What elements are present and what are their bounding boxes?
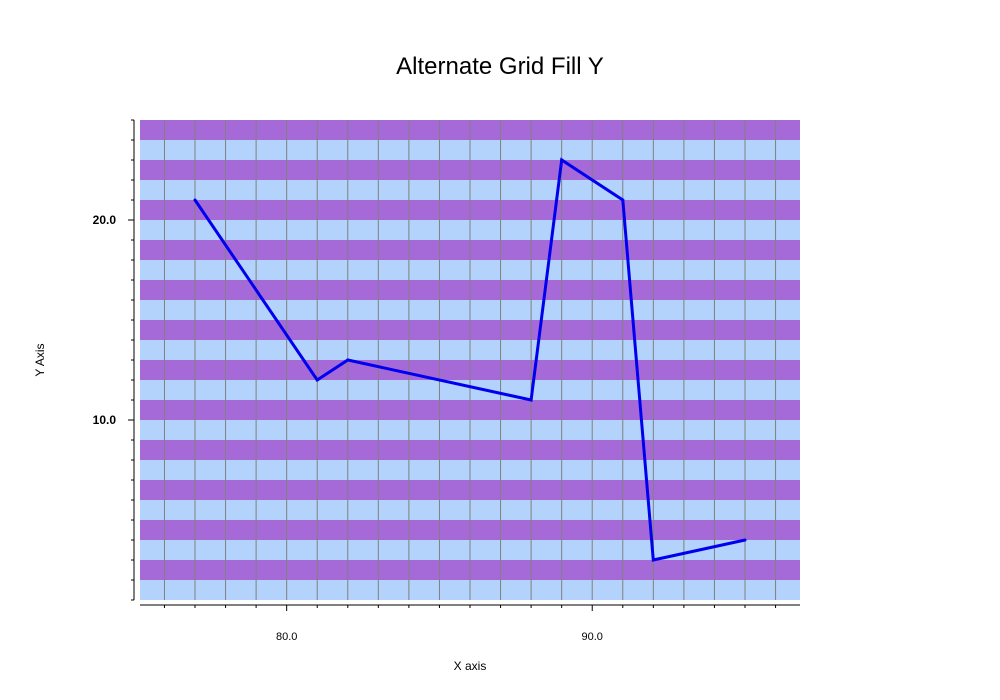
series-group: [193, 157, 747, 562]
series-line: [193, 157, 746, 562]
x-tick-label: 90.0: [582, 631, 603, 643]
data-point: [346, 358, 350, 362]
data-point: [315, 378, 319, 382]
y-tick-label: 20.0: [93, 213, 117, 227]
x-tick-label: 80.0: [276, 631, 297, 643]
data-point: [651, 558, 655, 562]
y-axis-ticks: 10.0 20.0: [93, 119, 134, 601]
data-point: [529, 398, 533, 402]
data-point: [621, 198, 625, 202]
data-point: [743, 538, 747, 542]
x-axis-label: X axis: [454, 659, 487, 673]
chart-title: Alternate Grid Fill Y: [396, 53, 604, 80]
x-axis-ticks: 80.0 90.0: [163, 605, 777, 643]
data-point: [560, 158, 564, 162]
vertical-gridlines: [163, 120, 777, 600]
y-axis-label: Y Axis: [33, 343, 47, 376]
data-point: [193, 198, 197, 202]
y-tick-label: 10.0: [93, 413, 117, 427]
